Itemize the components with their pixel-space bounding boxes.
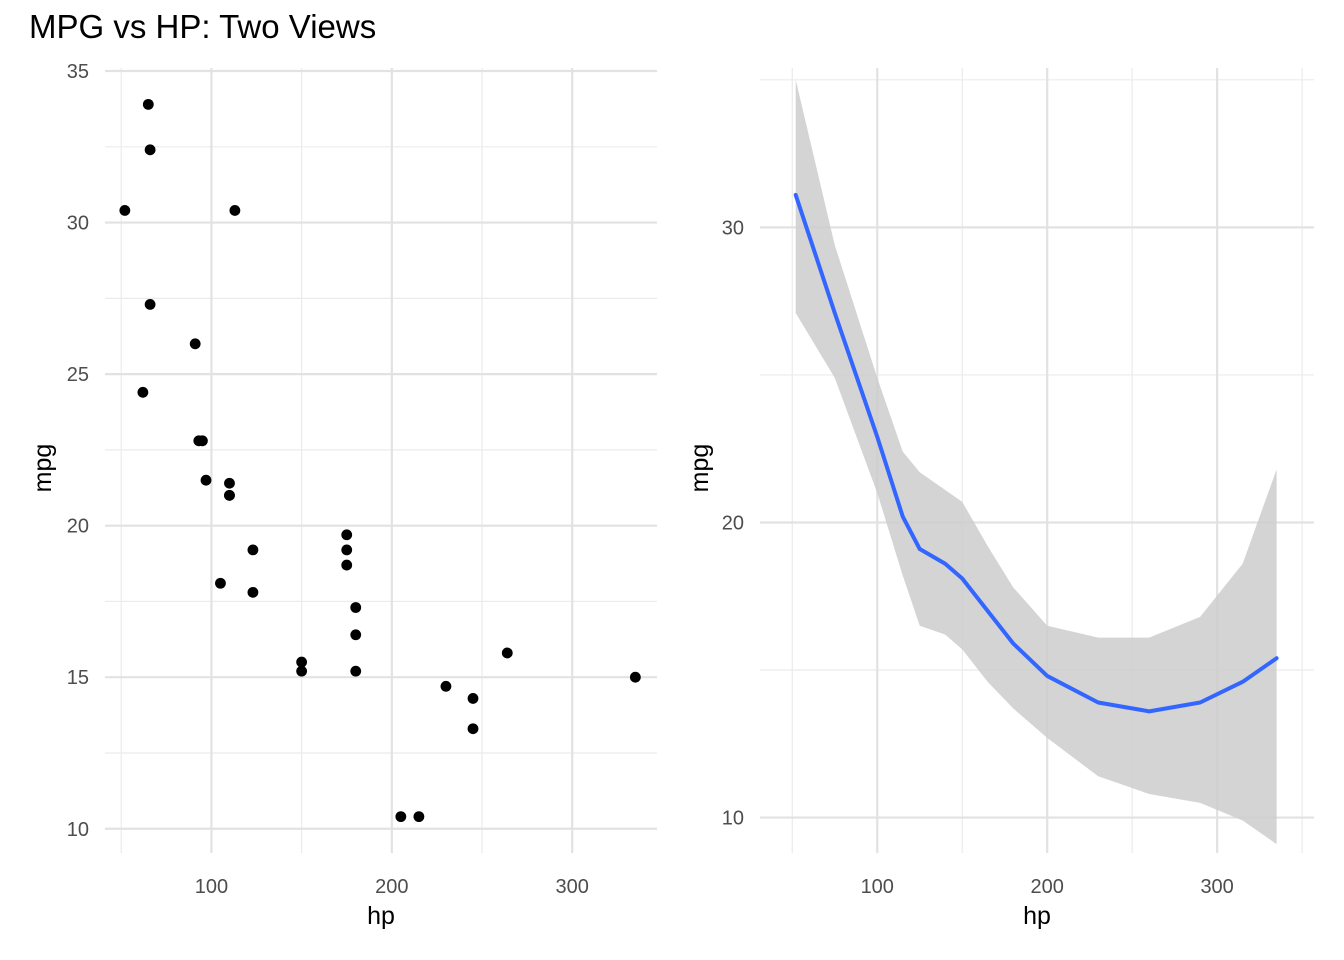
data-point: [215, 577, 226, 589]
data-point: [350, 602, 362, 613]
smooth-panel: 100 200 300 10 20 30 hp mpg: [686, 68, 1314, 930]
data-point: [224, 489, 235, 501]
data-point: [350, 665, 362, 677]
y-tick-label: 35: [67, 61, 89, 83]
y-tick-label: 20: [722, 512, 744, 534]
data-point: [395, 811, 407, 823]
data-point: [341, 544, 353, 556]
data-point: [224, 477, 235, 489]
y-tick-label: 30: [722, 217, 744, 239]
data-point: [142, 98, 154, 110]
data-point: [247, 544, 259, 556]
y-tick-label: 10: [722, 808, 744, 830]
data-point: [440, 680, 452, 692]
data-point: [296, 656, 308, 668]
data-point: [629, 671, 641, 683]
data-point: [341, 529, 353, 541]
data-point: [501, 647, 513, 659]
x-axis-title: hp: [1023, 902, 1051, 930]
data-point: [467, 723, 479, 735]
scatter-panel: 100 200 300 10 15 20 25 30 35 hp mpg: [29, 61, 657, 930]
data-point: [341, 559, 353, 571]
x-tick-label: 200: [375, 876, 408, 898]
x-tick-label: 100: [195, 876, 228, 898]
y-axis-title: mpg: [686, 444, 714, 493]
data-point: [467, 693, 479, 704]
data-point: [247, 586, 259, 598]
x-tick-label: 300: [556, 876, 589, 898]
data-point: [144, 144, 156, 156]
data-point: [200, 474, 212, 486]
y-tick-label: 15: [67, 667, 89, 689]
x-axis-title: hp: [367, 902, 395, 930]
x-tick-label: 300: [1200, 876, 1233, 898]
x-tick-label: 100: [861, 876, 894, 898]
data-point: [350, 629, 362, 641]
data-point: [229, 205, 241, 216]
y-tick-label: 20: [67, 516, 89, 538]
y-tick-label: 30: [67, 213, 89, 235]
data-point: [119, 205, 131, 216]
x-tick-label: 200: [1031, 876, 1064, 898]
data-point: [296, 665, 308, 677]
data-point: [413, 811, 425, 823]
smooth-line: [793, 192, 1279, 714]
data-point: [197, 435, 208, 447]
data-point: [189, 338, 201, 350]
data-point: [137, 386, 149, 398]
y-tick-label: 25: [67, 364, 89, 386]
y-axis-title: mpg: [29, 444, 57, 493]
confidence-band: [795, 79, 1277, 845]
data-point: [144, 299, 156, 310]
y-tick-label: 10: [67, 819, 89, 841]
chart-title: MPG vs HP: Two Views: [29, 8, 377, 45]
